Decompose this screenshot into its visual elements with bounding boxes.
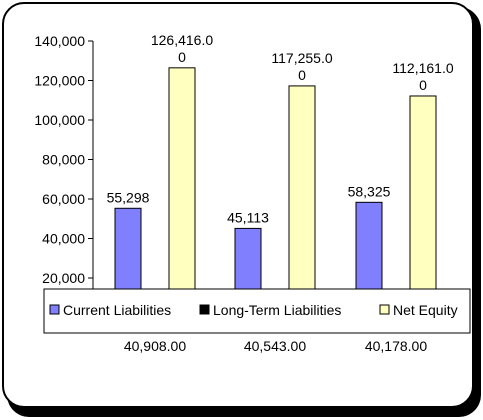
data-labels: 55,298 126,416.0 0 45,113 117,255.0 0 58,325 11… — [107, 32, 454, 226]
legend-label: Net Equity — [393, 302, 458, 318]
data-label: 126,416.0 0 — [151, 32, 213, 65]
legend-swatch — [379, 304, 390, 315]
category-labels: 40,908.00 40,543.00 40,178.00 — [124, 338, 427, 354]
data-label: 117,255.0 0 — [271, 50, 332, 83]
chart-frame — [2, 2, 474, 408]
category-label: 40,543.00 — [244, 338, 306, 354]
bars — [114, 67, 437, 291]
y-tick-label: 40,000 — [42, 231, 85, 247]
bar-current-liabilities — [114, 207, 142, 291]
bar-net-equity — [409, 95, 437, 291]
category-label: 40,908.00 — [124, 338, 186, 354]
y-tick-label: 80,000 — [42, 152, 85, 168]
y-tick-label: 60,000 — [42, 191, 85, 207]
y-axis-ticks: 20,000 40,000 60,000 80,000 100,000 120,000 14… — [34, 33, 93, 286]
y-tick-label: 100,000 — [34, 112, 85, 128]
legend-swatch — [49, 304, 60, 315]
y-tick-label: 20,000 — [42, 270, 85, 286]
bar-net-equity — [168, 67, 196, 291]
bar-current-liabilities — [234, 227, 262, 291]
legend: Current Liabilities Long-Term Liabilities… — [43, 288, 471, 334]
data-label: 55,298 — [107, 189, 150, 205]
data-label: 58,325 — [348, 183, 391, 199]
y-tick-label: 120,000 — [34, 73, 85, 89]
y-tick-label: 140,000 — [34, 33, 85, 49]
bar-net-equity — [288, 85, 316, 291]
legend-label: Long-Term Liabilities — [213, 302, 341, 318]
legend-swatch — [199, 304, 210, 315]
category-label: 40,178.00 — [365, 338, 427, 354]
legend-box — [43, 288, 471, 334]
bar-current-liabilities — [355, 201, 383, 291]
data-label: 45,113 — [227, 209, 269, 225]
data-label: 112,161.0 0 — [392, 60, 453, 93]
legend-label: Current Liabilities — [63, 302, 171, 318]
